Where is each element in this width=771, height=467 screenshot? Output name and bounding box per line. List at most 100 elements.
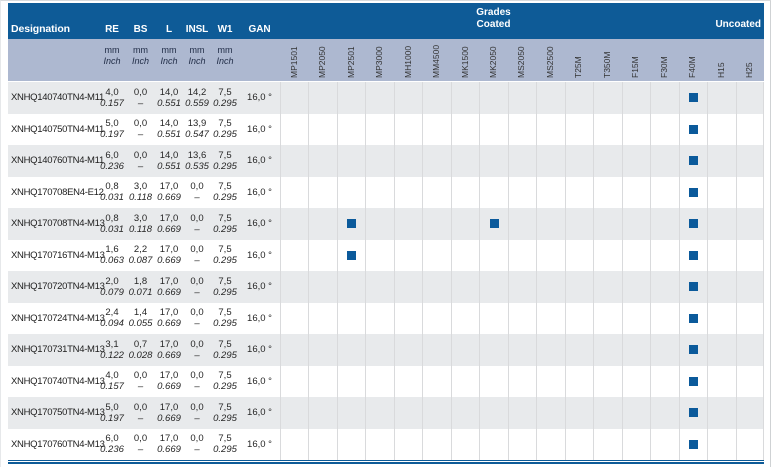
grade-cell-f15m — [621, 428, 650, 460]
value-cell-insl: 13,6 0.535 — [183, 145, 211, 177]
grades-header-zone: Grades Coated Uncoated — [280, 3, 764, 39]
value-cell-re: 4,0 0.157 — [98, 82, 126, 114]
value-mm: 0,0 — [133, 401, 148, 413]
value-cell-l: 17,0 0.669 — [155, 240, 183, 272]
designation-cell: XNHQ140760TN4-M11 — [11, 155, 104, 167]
grade-availability-mark — [688, 250, 698, 260]
grade-cell-mp2501 — [336, 397, 365, 429]
value-cell-l: 17,0 0.669 — [155, 271, 183, 303]
grade-cell-t350m — [593, 145, 621, 177]
grade-column-f15m: F15M — [622, 39, 650, 81]
grade-cell-t25m — [564, 82, 593, 114]
grade-availability-mark — [489, 219, 499, 229]
grade-cell-h25 — [735, 82, 764, 114]
unit-inch-label: Inch — [103, 56, 121, 66]
value-mm: 0,0 — [190, 401, 204, 413]
grade-cell-ms2050 — [507, 176, 536, 208]
value-inch: 0.295 — [213, 192, 237, 204]
grade-cell-h15 — [707, 334, 735, 366]
column-header-l: L — [165, 24, 172, 35]
sub-cells: mm Inch mm Inch mm Inch mm Inch mm Inch MP1501 MP20… — [8, 39, 764, 81]
grade-label: T25M — [573, 56, 584, 78]
unit-inch-label: Inch — [188, 56, 206, 66]
value-mm: 1,6 — [105, 244, 119, 256]
grade-label: MP2501 — [345, 46, 356, 78]
grade-cell-mm4500 — [422, 334, 450, 366]
value-inch: – — [194, 255, 200, 267]
table-row: XNHQ140760TN4-M11 6,0 0.236 0,0–14,0 0.551 13… — [8, 145, 764, 177]
grade-cell-mp1501 — [280, 271, 308, 303]
table-row: XNHQ170716TN4-M13 1,6 0.063 2,2 0.087 17,0 0.6… — [8, 239, 764, 272]
unit-mm-label: mm — [104, 45, 120, 55]
value-mm: 13,6 — [187, 149, 207, 161]
grade-cell-mp2501 — [336, 334, 365, 366]
grade-cell-mk2050 — [479, 397, 507, 429]
grade-cell-mp2050 — [308, 208, 336, 240]
value-inch: 0.295 — [213, 381, 237, 393]
grade-cell-mp2501 — [336, 82, 365, 114]
value-inch: 0.669 — [157, 444, 181, 456]
grade-cell-f15m — [621, 334, 650, 366]
table-row: XNHQ140740TN4-M11 4,0 0.157 0,0–14,0 0.551 14… — [8, 82, 764, 114]
grade-cell-mp3000 — [365, 334, 393, 366]
value-cell-w1: 7,5 0.295 — [211, 397, 239, 429]
grade-label: H15 — [715, 62, 726, 78]
grade-cell-f40m — [678, 428, 707, 460]
grade-cell-mk2050 — [479, 239, 507, 271]
grade-cell-h15 — [707, 239, 735, 271]
grade-cell-mh1000 — [393, 82, 422, 114]
value-cell-w1: 7,5 0.295 — [211, 177, 239, 209]
grade-cell-f30m — [650, 302, 678, 334]
value-cell-l: 14,0 0.551 — [155, 145, 183, 177]
grade-cell-h15 — [707, 82, 735, 114]
value-mm: 17,0 — [159, 433, 179, 445]
grade-cell-mp3000 — [365, 176, 393, 208]
table-row: XNHQ140750TN4-M11 5,0 0.197 0,0–14,0 0.551 13… — [8, 113, 764, 145]
value-mm: 7,5 — [218, 433, 232, 445]
unit-inch-label: Inch — [131, 56, 149, 66]
value-inch: 0.295 — [213, 412, 237, 424]
grade-cell-mk2050 — [479, 334, 507, 366]
grade-cell-mh1000 — [393, 428, 422, 460]
grade-cell-f40m — [678, 334, 707, 366]
value-inch: 0.236 — [100, 160, 124, 172]
grade-cell-ms2050 — [507, 82, 536, 114]
value-inch: – — [137, 129, 144, 141]
grade-label: MP3000 — [374, 46, 385, 78]
grade-column-mp2050: MP2050 — [308, 39, 336, 81]
unit-mm-label: mm — [161, 45, 177, 55]
grade-cell-f30m — [650, 271, 678, 303]
grade-cell-f40m — [678, 113, 707, 145]
grade-label: T350M — [601, 51, 612, 78]
grade-column-mp1501: MP1501 — [280, 39, 308, 81]
value-cell-re: 5,0 0.197 — [98, 397, 126, 429]
grade-cell-f30m — [650, 334, 678, 366]
value-inch: 0.295 — [213, 318, 237, 330]
value-inch: 0.028 — [128, 349, 153, 361]
grade-cell-t350m — [593, 397, 621, 429]
grade-cell-mp1501 — [280, 334, 308, 366]
column-header-w1: W1 — [217, 24, 233, 35]
value-mm: 7,5 — [218, 244, 232, 256]
grade-cell-mk1500 — [450, 82, 479, 114]
value-cell-w1: 7,5 0.295 — [211, 334, 239, 366]
grade-cell-t25m — [564, 208, 593, 240]
designation-cell: XNHQ170750TN4-M13 — [11, 407, 105, 419]
grade-cell-f30m — [650, 208, 678, 240]
value-mm: 7,5 — [218, 181, 232, 193]
value-mm: 7,5 — [218, 401, 232, 413]
grade-column-mp2501: MP2501 — [337, 39, 365, 81]
grade-cell-mp3000 — [365, 239, 393, 271]
value-mm: 6,0 — [105, 149, 119, 161]
grade-cell-t350m — [593, 82, 621, 114]
grade-cell-ms2500 — [536, 334, 564, 366]
grade-availability-mark — [688, 313, 698, 323]
gan-value-cell: 16,0 ° — [247, 375, 272, 387]
grade-cell-mh1000 — [393, 271, 422, 303]
grade-cell-mp1501 — [280, 239, 308, 271]
value-inch: – — [194, 286, 200, 298]
grade-cell-mp2501 — [336, 365, 365, 397]
value-cell-bs: 3,0 0.118 — [126, 177, 155, 209]
grade-cell-ms2050 — [507, 271, 536, 303]
grade-cell-mp3000 — [365, 82, 393, 114]
